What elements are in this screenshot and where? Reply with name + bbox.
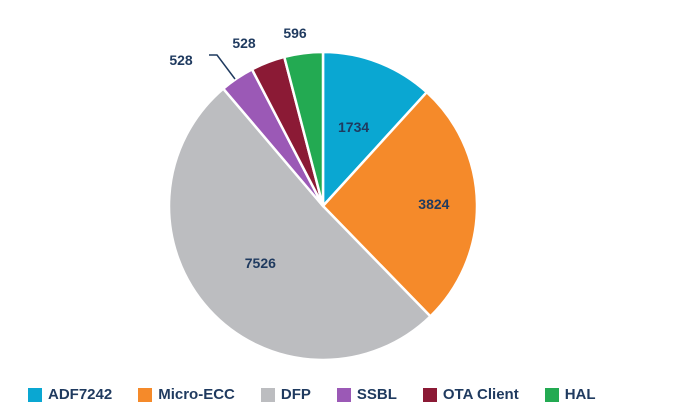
data-label-micro-ecc: 3824 — [418, 196, 449, 212]
legend-swatch — [422, 387, 437, 402]
legend-label: HAL — [564, 386, 596, 403]
legend-swatch — [138, 387, 153, 402]
data-label-hal: 596 — [283, 25, 307, 41]
legend-label: SSBL — [356, 386, 397, 403]
legend-item-dfp: DFP — [260, 386, 311, 403]
pie-slice-adf7242 — [321, 50, 429, 208]
legend-swatch — [544, 387, 559, 402]
legend-label: Micro-ECC — [158, 386, 235, 403]
legend-swatch — [28, 387, 42, 402]
legend-item-ota-client: OTA Client — [422, 386, 519, 403]
legend-swatch — [260, 387, 275, 402]
legend-label: ADF7242 — [48, 386, 113, 403]
legend-label: OTA Client — [442, 386, 519, 403]
chart-legend: ADF7242 Micro-ECC DFP SSBL OTA Client HAL — [28, 386, 622, 403]
pie-slice-dfp — [167, 87, 432, 362]
legend-label: DFP — [280, 386, 311, 403]
data-label-ssbl: 528 — [169, 52, 193, 68]
legend-item-micro-ecc: Micro-ECC — [138, 386, 235, 403]
legend-item-adf7242: ADF7242 — [28, 386, 112, 403]
data-label-ota-client: 528 — [232, 35, 256, 51]
pie-slice-micro-ecc — [321, 90, 479, 318]
legend-swatch — [336, 387, 351, 402]
pie-slice-hal — [283, 50, 325, 208]
legend-item-hal: HAL — [544, 386, 596, 403]
data-label-dfp: 7526 — [245, 255, 276, 271]
legend-item-ssbl: SSBL — [336, 386, 397, 403]
data-label-adf7242: 1734 — [338, 119, 369, 135]
leader-line-ssbl — [209, 54, 236, 80]
